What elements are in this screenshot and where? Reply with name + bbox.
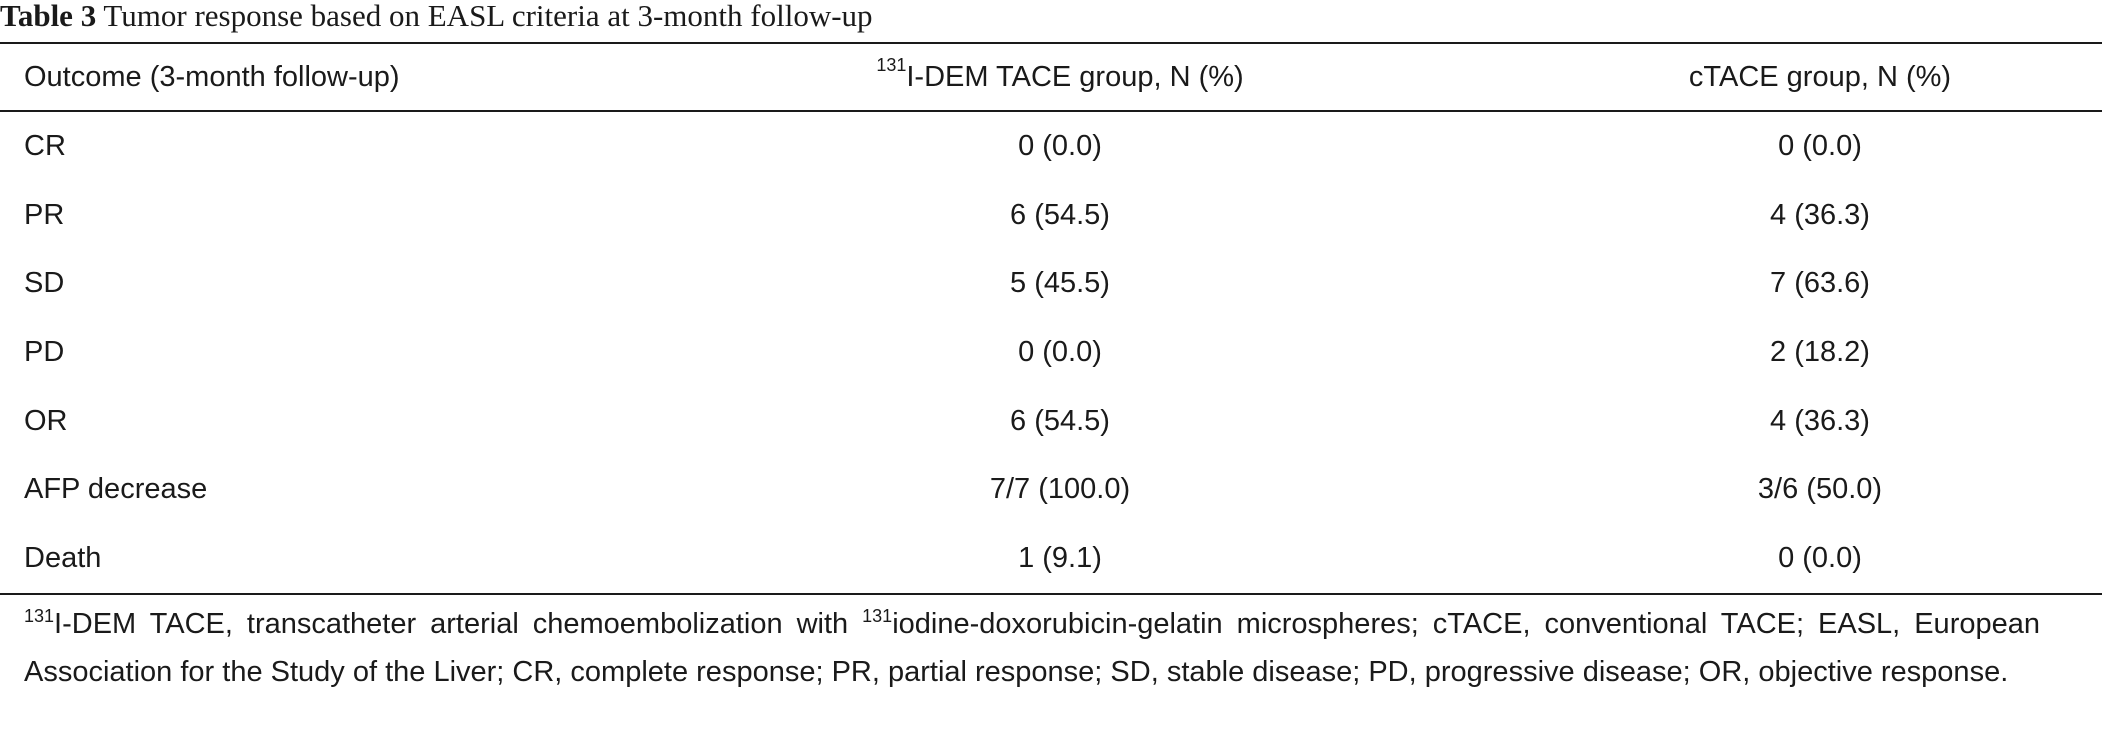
row-outcome: CR [24, 129, 66, 162]
row-ctace-value: 0 (0.0) [1778, 129, 1862, 162]
bottom-rule [0, 593, 2102, 595]
table-body: CR 0 (0.0) 0 (0.0) PR 6 (54.5) 4 (36.3) … [0, 112, 2102, 593]
row-dem-value: 6 (54.5) [1010, 404, 1110, 437]
footnote-isotope-sup: 131 [24, 606, 55, 626]
table-caption: Table 3 Tumor response based on EASL cri… [0, 0, 873, 36]
table-row: PD 0 (0.0) 2 (18.2) [0, 318, 2102, 387]
header-ctace: cTACE group, N (%) [1688, 60, 1952, 93]
row-outcome: SD [24, 267, 65, 300]
row-ctace-value: 4 (36.3) [1770, 404, 1870, 437]
row-ctace-value: 3/6 (50.0) [1757, 473, 1883, 506]
row-dem-value: 1 (9.1) [1018, 541, 1102, 574]
table-header-row: Outcome (3-month follow-up) 131 I-DEM TAC… [0, 44, 2102, 110]
table-row: OR 6 (54.5) 4 (36.3) [0, 387, 2102, 456]
row-outcome: PD [24, 335, 65, 368]
top-rule [0, 42, 2102, 44]
row-outcome: PR [24, 198, 65, 231]
response-table: Outcome (3-month follow-up) 131 I-DEM TAC… [0, 44, 2102, 574]
row-dem-value: 5 (45.5) [1010, 267, 1110, 300]
row-outcome: AFP decrease [24, 473, 208, 506]
row-ctace-value: 2 (18.2) [1770, 335, 1870, 368]
table-number: Table 3 [0, 0, 97, 33]
footnote-isotope-sup: 131 [862, 606, 893, 626]
footnote-text-part1: I-DEM TACE, transcatheter arterial chemo… [54, 608, 863, 640]
header-dem-isotope-sup: 131 [876, 54, 907, 75]
table-row: AFP decrease 7/7 (100.0) 3/6 (50.0) [0, 455, 2102, 524]
table-row: CR 0 (0.0) 0 (0.0) [0, 112, 2102, 181]
row-ctace-value: 0 (0.0) [1778, 541, 1862, 574]
row-outcome: OR [24, 404, 68, 437]
header-rule [0, 110, 2102, 112]
table-title: Tumor response based on EASL criteria at… [103, 0, 873, 33]
header-outcome: Outcome (3-month follow-up) [24, 60, 400, 93]
row-dem-value: 6 (54.5) [1010, 198, 1110, 231]
footnote-text-part2: iodine-doxorubicin-gelatin microspheres;… [24, 608, 2040, 688]
table-row: Death 1 (9.1) 0 (0.0) [0, 524, 2102, 593]
row-dem-value: 0 (0.0) [1018, 129, 1102, 162]
header-dem-tace-label: I-DEM TACE group, N (%) [906, 60, 1244, 93]
row-ctace-value: 7 (63.6) [1770, 267, 1870, 300]
row-outcome: Death [24, 541, 102, 574]
header-dem-tace: 131 I-DEM TACE group, N (%) [820, 44, 1300, 110]
row-ctace-value: 4 (36.3) [1770, 198, 1870, 231]
table-row: PR 6 (54.5) 4 (36.3) [0, 181, 2102, 250]
row-dem-value: 0 (0.0) [1018, 335, 1102, 368]
table-footnote: 131I-DEM TACE, transcatheter arterial ch… [24, 602, 2040, 695]
row-dem-value: 7/7 (100.0) [989, 473, 1131, 506]
table-row: SD 5 (45.5) 7 (63.6) [0, 249, 2102, 318]
